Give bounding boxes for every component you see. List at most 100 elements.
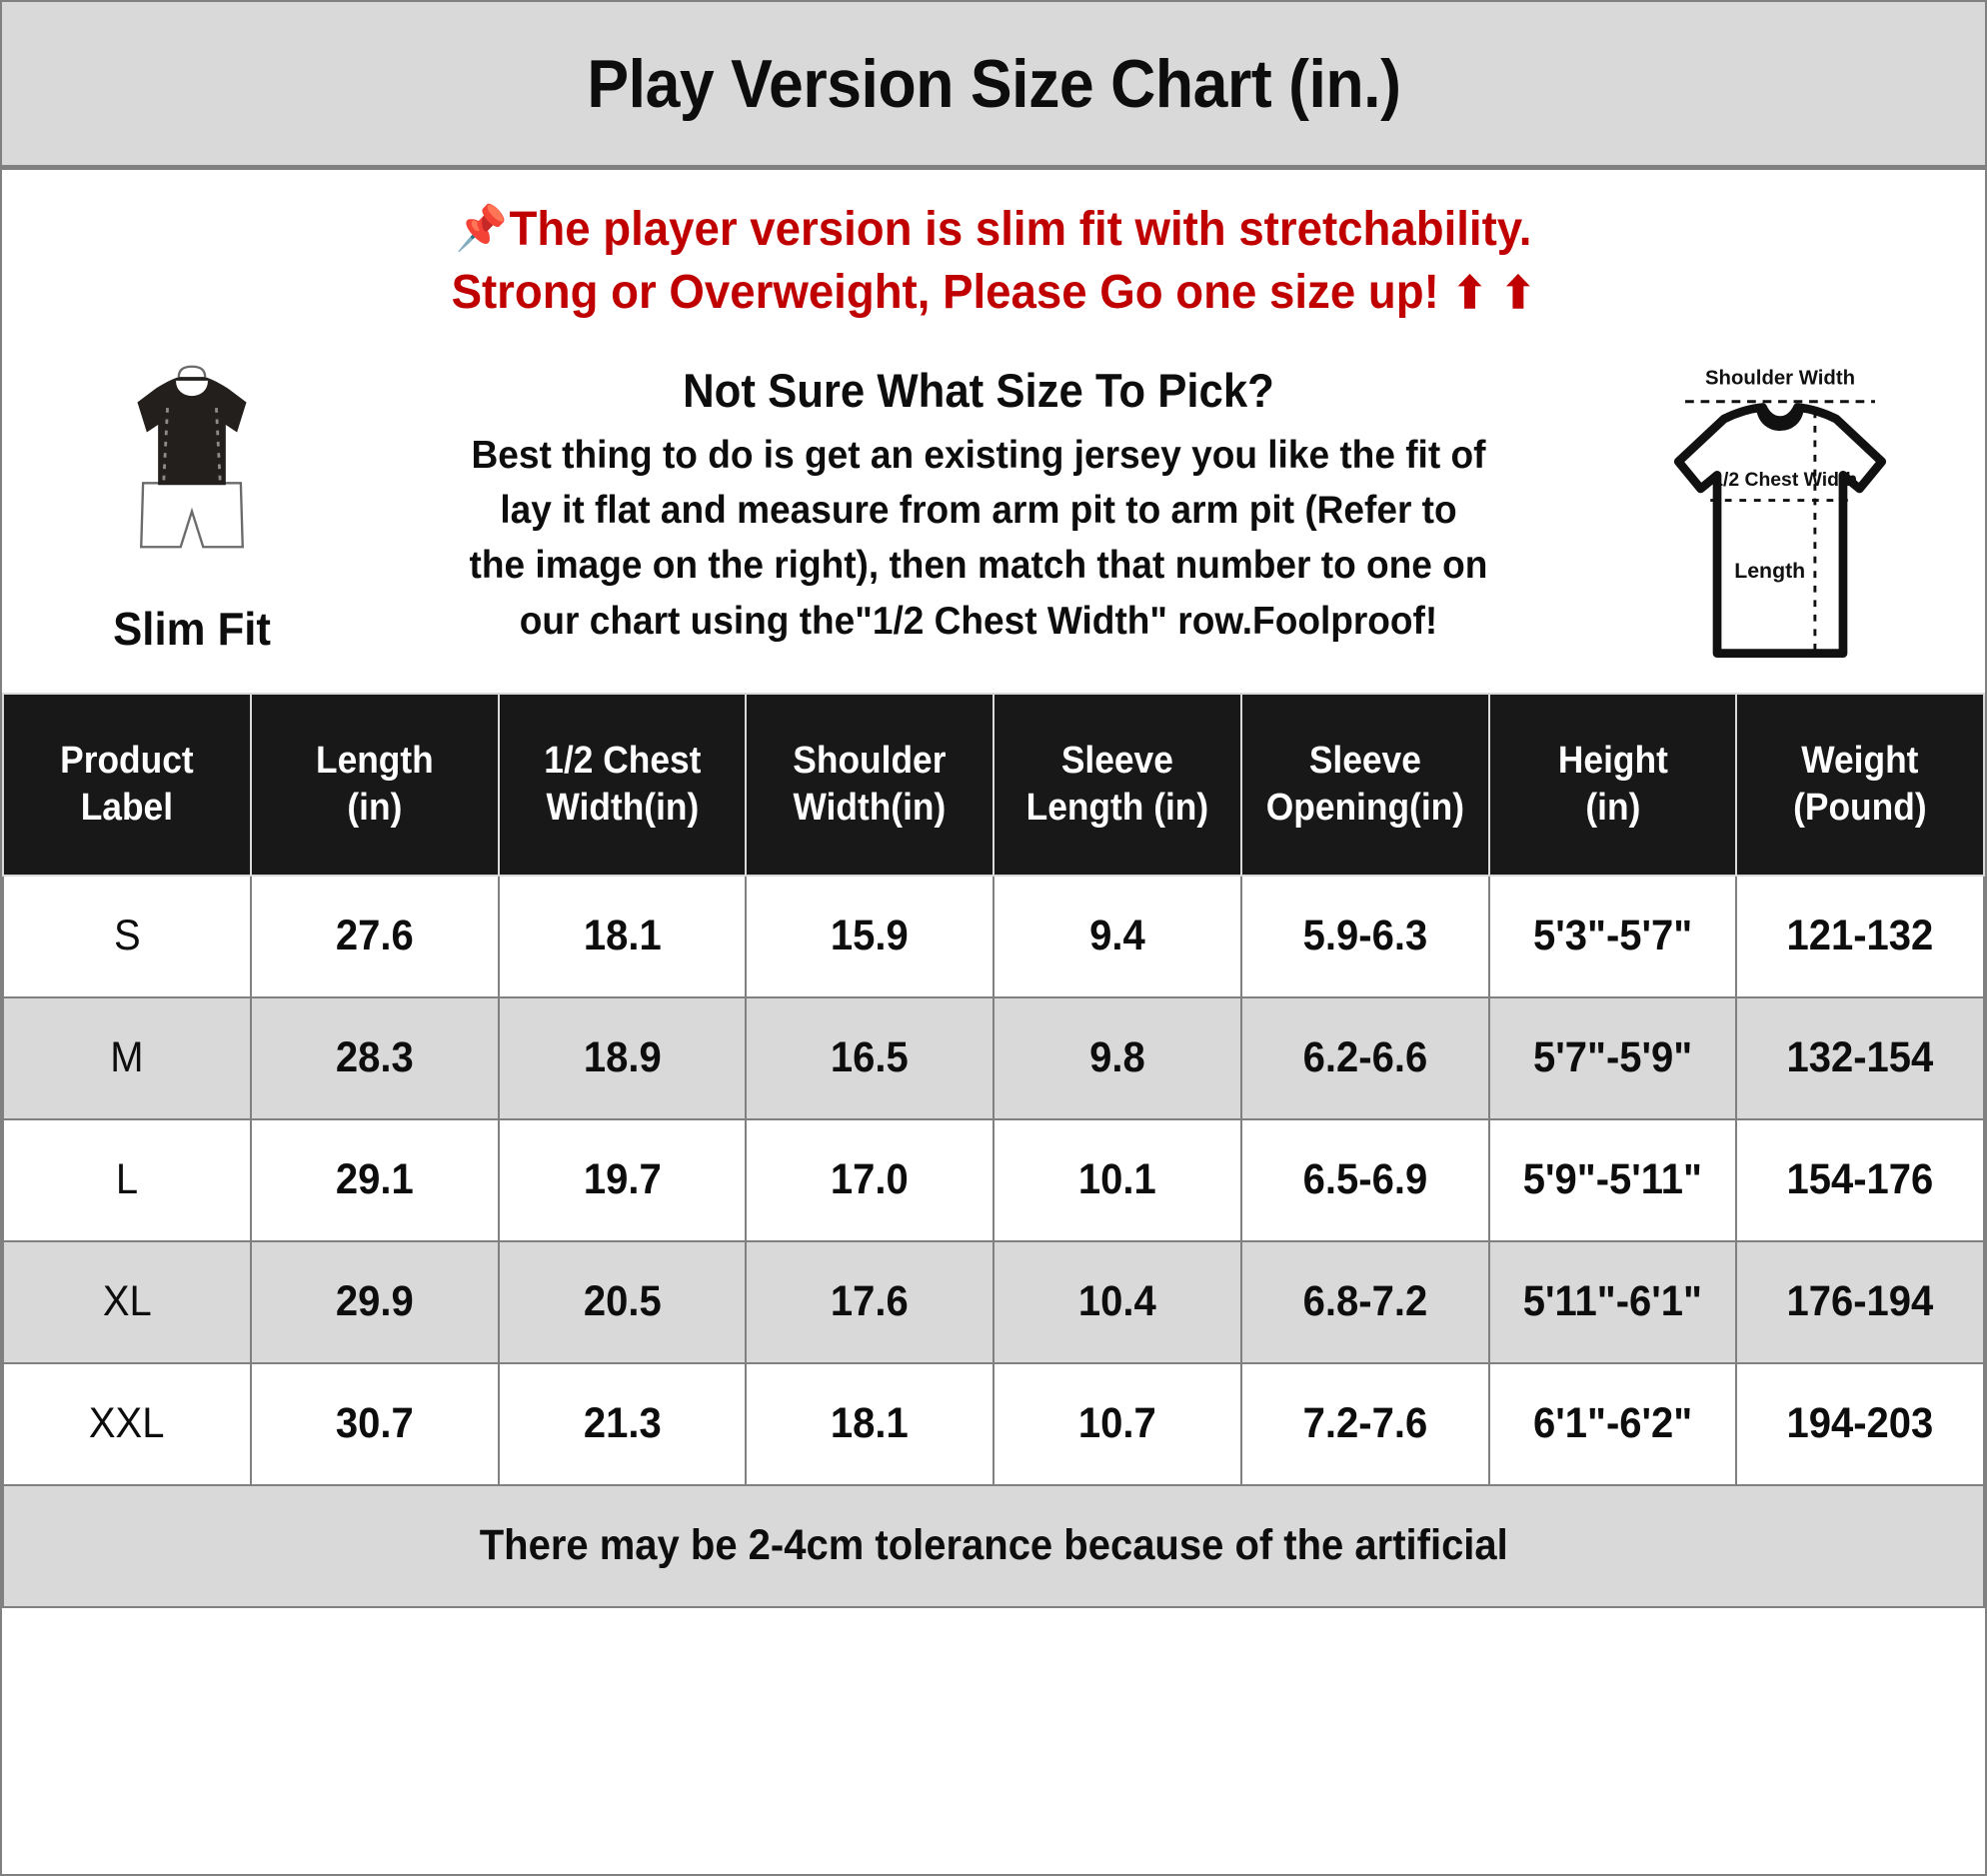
col-header-line1: Shoulder [793,740,947,783]
cell-shoulder-width: 18.1 [745,1361,994,1486]
col-header-line2: Length (in) [1025,786,1209,829]
notice-block: 📌The player version is slim fit with str… [2,170,1985,335]
cell-weight: 132-154 [1735,995,1985,1120]
page-title: Play Version Size Chart (in.) [586,45,1401,122]
cell-shoulder-width: 17.0 [745,1117,994,1242]
col-header-line1: 1/2 Chest [543,740,701,783]
cell-size-label: L [2,1117,252,1242]
cell-weight: 194-203 [1735,1361,1985,1486]
col-header-sleeve-length: Sleeve Length (in) [993,692,1242,877]
cell-shoulder-width: 16.5 [745,995,994,1120]
col-header-line1: Sleeve [1308,740,1421,783]
cell-half-chest-width: 18.9 [497,995,748,1120]
cell-sleeve-opening: 5.9-6.3 [1239,874,1490,998]
cell-sleeve-opening: 6.2-6.6 [1239,995,1490,1120]
tshirt-outline [1673,402,1887,658]
howto-block: Not Sure What Size To Pick? Best thing t… [342,363,1615,650]
slim-fit-figure: Slim Fit [42,363,342,656]
table-header-row: Product Label Length (in) 1/2 Chest Widt… [2,692,1985,877]
cell-height: 5'9"-5'11" [1487,1117,1738,1242]
table-row: XXL 30.7 21.3 18.1 10.7 7.2-7.6 6'1"-6'2… [2,1361,1985,1486]
cell-height: 5'11"-6'1" [1487,1239,1738,1364]
col-header-line2: Width(in) [793,786,947,829]
col-header-line2: Width(in) [545,786,699,829]
cell-height: 5'7"-5'9" [1487,995,1738,1120]
length-label: Length [1734,559,1805,583]
table-row: XL 29.9 20.5 17.6 10.4 6.8-7.2 5'11"-6'1… [2,1239,1985,1364]
notice-line-2-text: Strong or Overweight, Please Go one size… [451,266,1439,320]
pushpin-icon: 📌 [455,204,508,253]
half-chest-width-label: 1/2 Chest Width [1712,469,1857,491]
col-header-line2: Label [80,786,174,829]
cell-weight: 176-194 [1735,1239,1985,1364]
howto-body-line-1: Best thing to do is get an existing jers… [471,433,1486,477]
tshirt-measurement-diagram: Shoulder Width 1/2 Chest Width Length [1673,367,1887,658]
cell-sleeve-length: 9.8 [993,995,1242,1120]
info-strip: Slim Fit Not Sure What Size To Pick? Bes… [2,335,1985,675]
cell-sleeve-opening: 6.8-7.2 [1239,1239,1490,1364]
col-header-line2: (in) [347,786,403,829]
col-header-shoulder-width: Shoulder Width(in) [745,692,994,877]
col-header-height: Height (in) [1487,692,1738,877]
cell-sleeve-opening: 6.5-6.9 [1239,1117,1490,1242]
cell-sleeve-length: 10.4 [993,1239,1242,1364]
tolerance-note: There may be 2-4cm tolerance because of … [2,1483,1985,1608]
col-header-line1: Height [1557,740,1668,783]
cell-half-chest-width: 19.7 [497,1117,748,1242]
howto-title: Not Sure What Size To Pick? [683,363,1274,417]
table-row: M 28.3 18.9 16.5 9.8 6.2-6.6 5'7"-5'9" 1… [2,995,1985,1120]
notice-line-1-text: The player version is slim fit with stre… [509,203,1532,256]
size-chart-table: Product Label Length (in) 1/2 Chest Widt… [2,692,1985,1608]
col-header-half-chest-width: 1/2 Chest Width(in) [497,692,748,877]
col-header-weight: Weight (Pound) [1735,692,1985,877]
cell-weight: 121-132 [1735,874,1985,998]
howto-body-line-2: lay it flat and measure from arm pit to … [500,489,1457,533]
cell-sleeve-length: 10.1 [993,1117,1242,1242]
cell-half-chest-width: 21.3 [497,1361,748,1486]
tshirt-collar [1756,407,1804,431]
notice-line-2: Strong or Overweight, Please Go one size… [52,261,1936,324]
table-row: L 29.1 19.7 17.0 10.1 6.5-6.9 5'9"-5'11"… [2,1117,1985,1242]
cell-length: 29.1 [249,1117,500,1242]
table-footnote-row: There may be 2-4cm tolerance because of … [2,1483,1985,1608]
up-arrow-icon: ⬆ [1452,269,1488,319]
col-header-line1: Length [315,740,434,783]
cell-length: 30.7 [249,1361,500,1486]
col-header-line1: Product [60,740,194,783]
cell-shoulder-width: 15.9 [745,874,994,998]
jersey-and-shorts-illustration [137,365,247,549]
col-header-line2: (Pound) [1793,786,1927,829]
title-bar: Play Version Size Chart (in.) [2,2,1985,170]
col-header-product-label: Product Label [2,692,252,877]
cell-shoulder-width: 17.6 [745,1239,994,1364]
shoulder-width-label: Shoulder Width [1705,367,1855,389]
cell-half-chest-width: 18.1 [497,874,748,998]
cell-size-label: XXL [2,1361,252,1486]
howto-body-line-4: our chart using the"1/2 Chest Width" row… [519,599,1438,643]
notice-line-1: 📌The player version is slim fit with str… [52,198,1936,261]
col-header-line2: Opening(in) [1265,786,1464,829]
col-header-length: Length (in) [249,692,500,877]
cell-height: 5'3"-5'7" [1487,874,1738,998]
table-row: S 27.6 18.1 15.9 9.4 5.9-6.3 5'3"-5'7" 1… [2,874,1985,998]
cell-half-chest-width: 20.5 [497,1239,748,1364]
howto-body: Best thing to do is get an existing jers… [399,428,1559,650]
howto-body-line-3: the image on the right), then match that… [469,544,1488,588]
cell-size-label: XL [2,1239,252,1364]
cell-length: 28.3 [249,995,500,1120]
cell-weight: 154-176 [1735,1117,1985,1242]
col-header-line1: Weight [1801,740,1919,783]
slim-fit-label: Slim Fit [113,602,271,655]
cell-height: 6'1"-6'2" [1487,1361,1738,1486]
col-header-line1: Sleeve [1060,740,1173,783]
tshirt-diagram: Shoulder Width 1/2 Chest Width Length [1615,363,1945,673]
cell-length: 27.6 [249,874,500,998]
cell-size-label: S [2,874,252,998]
cell-length: 29.9 [249,1239,500,1364]
cell-sleeve-length: 10.7 [993,1361,1242,1486]
up-arrow-icon-2: ⬆ [1500,269,1536,319]
cell-sleeve-opening: 7.2-7.6 [1239,1361,1490,1486]
col-header-sleeve-opening: Sleeve Opening(in) [1239,692,1490,877]
cell-sleeve-length: 9.4 [993,874,1242,998]
